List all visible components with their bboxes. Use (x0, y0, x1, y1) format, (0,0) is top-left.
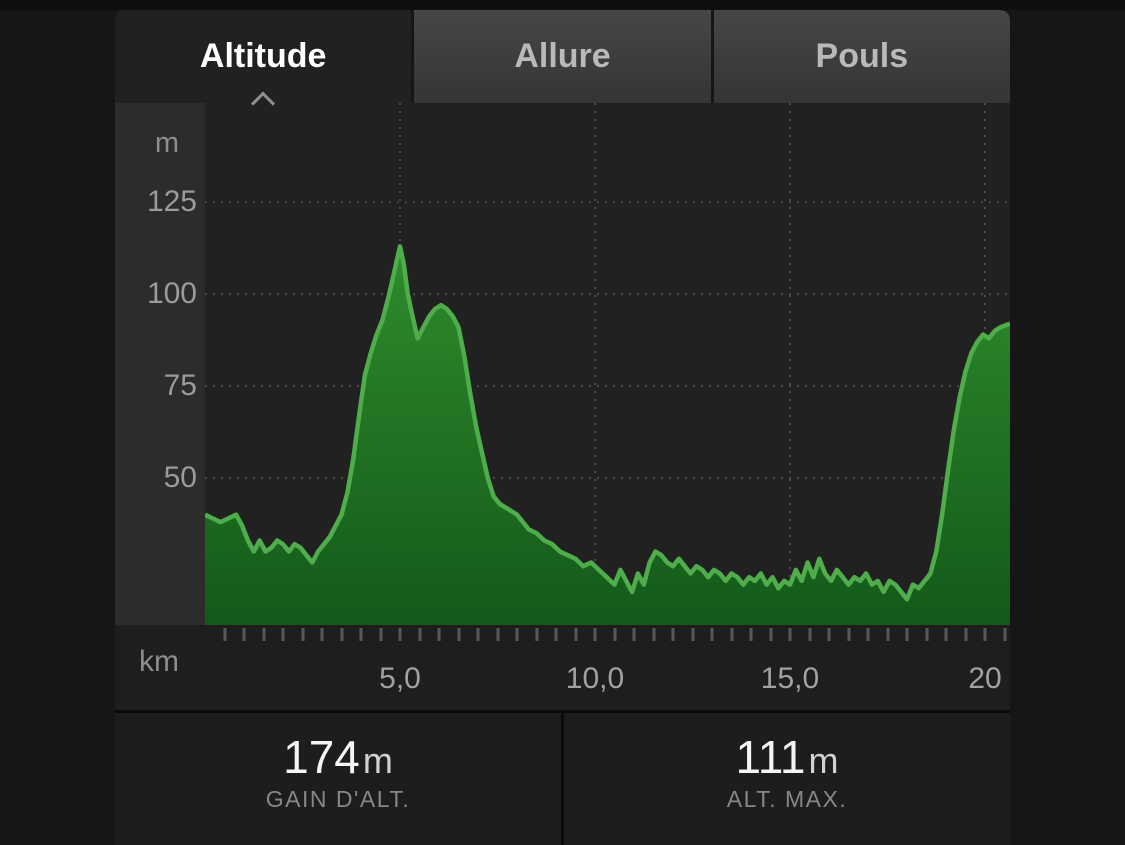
x-axis-tick (437, 628, 441, 641)
x-axis-tick (983, 628, 987, 641)
x-tick-label: 15,0 (760, 662, 820, 695)
x-axis-tick (379, 628, 382, 641)
tab-allure[interactable]: Allure (414, 10, 711, 103)
x-axis-tick (398, 628, 402, 641)
max-altitude-caption: ALT. MAX. (726, 785, 848, 812)
elevation-gain-value: 174m (283, 733, 393, 781)
top-strip (0, 0, 1125, 10)
stat-elevation-gain: 174m GAIN D'ALT. (115, 713, 561, 845)
x-axis-tick (788, 628, 792, 641)
altitude-area-svg (205, 103, 1010, 625)
max-altitude-unit: m (808, 740, 839, 782)
x-axis-tick (496, 628, 499, 641)
x-axis-tick (652, 628, 655, 641)
tab-altitude-label: Altitude (199, 37, 327, 75)
x-axis-tick (691, 628, 694, 641)
elevation-gain-caption: GAIN D'ALT. (265, 785, 411, 812)
stats-panel: 174m GAIN D'ALT. 111m ALT. MAX. (115, 710, 1010, 845)
x-tick-label: 5,0 (379, 662, 421, 695)
x-axis-tick (223, 628, 226, 641)
x-axis-tick (535, 628, 538, 641)
altitude-line (205, 244, 1010, 602)
x-axis-tick (730, 628, 733, 641)
x-axis-tick (359, 628, 363, 641)
tab-altitude[interactable]: Altitude (115, 10, 412, 116)
x-axis-tick (769, 628, 772, 641)
x-axis-tick (964, 628, 967, 641)
x-axis-tick (749, 628, 753, 641)
x-axis-tick (632, 628, 636, 641)
x-axis-tick (710, 628, 714, 641)
app-root: Altitude Allure Pouls m 125 100 75 50 km 5,… (115, 10, 1010, 845)
max-altitude-value: 111m (736, 733, 839, 781)
elevation-gain-unit: m (362, 740, 393, 782)
y-tick-label: 75 (163, 369, 197, 402)
x-axis-tick (613, 628, 616, 641)
x-axis-unit-label: km (139, 645, 179, 678)
x-axis-tick (827, 628, 831, 641)
x-axis-tick (905, 628, 909, 641)
x-axis-tick (418, 628, 421, 641)
x-axis-tick (671, 628, 675, 641)
stat-max-altitude: 111m ALT. MAX. (564, 713, 1010, 845)
x-axis-tick (944, 628, 948, 641)
y-axis: m 125 100 75 50 (115, 103, 205, 625)
x-axis-tick (925, 628, 928, 641)
x-axis-tick (808, 628, 811, 641)
x-axis-tick (847, 628, 850, 641)
x-axis-tick (320, 628, 324, 641)
x-axis-tick (886, 628, 889, 641)
x-axis-tick (574, 628, 577, 641)
tab-pouls-label: Pouls (815, 37, 909, 75)
x-axis-track: 5,0 10,0 15,0 20 (205, 625, 1010, 710)
x-axis-tick (476, 628, 480, 641)
x-axis-tick (515, 628, 519, 641)
x-axis-tick (301, 628, 304, 641)
x-tick-label: 10,0 (565, 662, 625, 695)
y-tick-label: 125 (146, 185, 197, 218)
altitude-chart: m 125 100 75 50 (115, 103, 1010, 625)
y-tick-label: 100 (146, 277, 197, 310)
x-axis-tick (593, 628, 597, 641)
max-altitude-number: 111 (735, 731, 806, 784)
x-axis-tick (281, 628, 285, 641)
x-axis-tick (340, 628, 343, 641)
altitude-area (205, 246, 1010, 625)
x-tick-label: 20 (968, 662, 1002, 695)
x-axis-tick (262, 628, 265, 641)
x-axis-tick (866, 628, 870, 641)
x-axis-tick (457, 628, 460, 641)
y-axis-unit-label: m (154, 127, 179, 159)
x-axis-tick (554, 628, 558, 641)
stats-divider (561, 713, 564, 845)
x-axis-tick (1003, 628, 1006, 641)
x-axis: km 5,0 10,0 15,0 20 (115, 625, 1010, 710)
tab-allure-label: Allure (514, 37, 611, 75)
tab-pouls[interactable]: Pouls (713, 10, 1010, 103)
tab-bar: Altitude Allure Pouls (115, 10, 1010, 116)
y-tick-label: 50 (163, 461, 197, 494)
plot-area (205, 103, 1010, 625)
elevation-gain-number: 174 (283, 731, 360, 784)
x-axis-tick (242, 628, 246, 641)
